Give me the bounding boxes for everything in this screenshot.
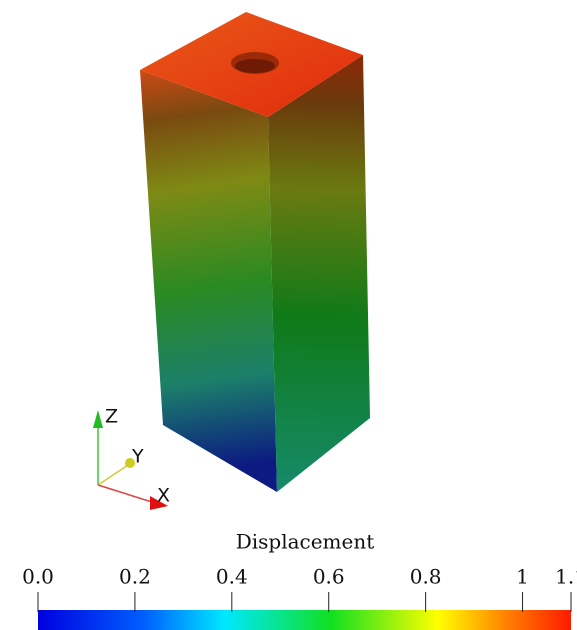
right-face [268, 55, 370, 492]
model [140, 12, 370, 492]
tick-label: 1 [516, 565, 529, 589]
z-arrow [93, 410, 103, 428]
hole-inner [235, 59, 275, 73]
y-label: Y [131, 446, 144, 468]
axes-triad: Z Y X [93, 406, 170, 510]
colorbar: Displacement 0.0 0.2 0.4 0.6 0.8 1 1.1 [22, 530, 577, 630]
tick-label: 0.8 [410, 565, 442, 589]
tick-label: 0.4 [216, 565, 248, 589]
y-arrow [125, 458, 135, 468]
x-label: X [157, 485, 170, 507]
z-label: Z [105, 406, 118, 428]
color-ramp [38, 610, 571, 630]
left-face [140, 70, 277, 492]
x-axis [97, 484, 156, 504]
tick-label: 0.2 [119, 565, 151, 589]
colorbar-title: Displacement [236, 530, 375, 554]
y-axis [97, 464, 129, 486]
tick-label: 1.1 [555, 565, 577, 589]
x-arrow [150, 496, 168, 510]
tick-label: 0.0 [22, 565, 54, 589]
tick-label: 0.6 [313, 565, 345, 589]
